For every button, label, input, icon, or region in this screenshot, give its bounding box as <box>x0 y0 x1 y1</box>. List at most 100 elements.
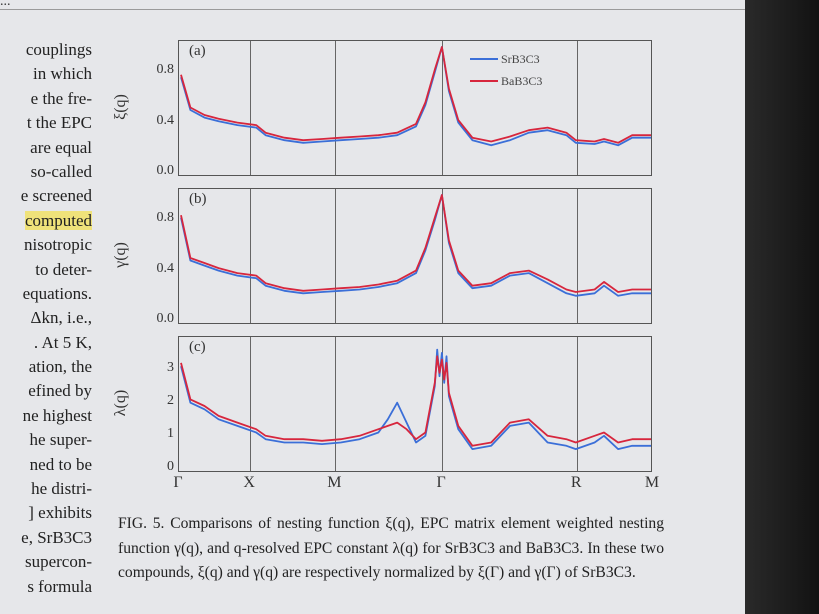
left-text-span: ] exhibits <box>28 503 92 523</box>
panel-b: (b) <box>178 188 652 324</box>
y-axis-label: λ(q) <box>112 389 130 417</box>
figure-caption: FIG. 5. Comparisons of nesting function … <box>118 515 664 581</box>
left-text-line: Δkn, i.e., <box>0 306 92 330</box>
left-text-line: ne highest <box>0 404 92 428</box>
symmetry-line <box>335 337 337 471</box>
symmetry-line <box>250 41 252 175</box>
screen-edge <box>745 0 819 614</box>
left-text-span: couplings <box>25 40 92 59</box>
left-text-line: couplings <box>0 38 92 62</box>
series-line-SrB3C3 <box>180 194 651 297</box>
left-text-span: are equal <box>30 137 92 157</box>
paper-page: ... couplings in which e the fre-t the EPC… <box>0 0 745 614</box>
symmetry-line <box>442 41 444 175</box>
symmetry-line <box>577 189 579 323</box>
left-text-span: e the fre- <box>30 88 92 108</box>
chart-svg <box>180 348 651 450</box>
left-text-line: e, SrB3C3 <box>0 526 92 550</box>
x-tick-label: X <box>243 474 255 491</box>
y-tick-label: 0 <box>167 459 174 474</box>
symmetry-line <box>577 41 579 175</box>
symmetry-line <box>577 337 579 471</box>
chart-svg <box>180 46 651 147</box>
legend-swatch-red <box>470 80 498 82</box>
left-text-span: so-called <box>30 161 92 181</box>
left-text-span: t the EPC <box>26 113 92 133</box>
left-text-line: supercon- <box>0 550 92 574</box>
left-text-span: s formula <box>27 576 92 596</box>
series-line-BaB3C3 <box>180 355 651 447</box>
series-line-SrB3C3 <box>180 348 651 450</box>
left-text-line: equations. <box>0 282 92 306</box>
left-text-line: ation, the <box>0 355 92 379</box>
left-text-span: efined by <box>28 381 92 401</box>
left-text-span: e, SrB3C3 <box>21 527 92 547</box>
panel-a: (a) <box>178 40 652 176</box>
x-tick-label: Γ <box>173 474 183 491</box>
left-text-line: to deter- <box>0 258 92 282</box>
x-tick-label: R <box>570 474 582 491</box>
y-tick-label: 0.0 <box>156 163 175 178</box>
left-text-span: ation, the <box>28 357 92 377</box>
left-text-line: computed <box>0 209 92 233</box>
legend-swatch-blue <box>470 58 498 60</box>
symmetry-line <box>250 189 252 323</box>
y-tick-label: 2 <box>167 392 174 408</box>
left-text-line: he super- <box>0 428 92 452</box>
panel-label: (b) <box>189 191 207 207</box>
panel-c: (c) <box>178 336 652 472</box>
left-text-line: are equal <box>0 136 92 160</box>
left-text-line: in which <box>0 62 92 86</box>
series-line-BaB3C3 <box>180 194 651 293</box>
left-text-line: efined by <box>0 379 92 403</box>
left-text-line: ] exhibits <box>0 501 92 525</box>
y-tick-label: 0.4 <box>156 112 175 128</box>
legend-label-srb3c3: SrB3C3 <box>501 52 540 66</box>
x-tick-label: M <box>644 474 660 491</box>
left-text-span: he distri- <box>31 479 92 499</box>
series-line-BaB3C3 <box>180 46 651 144</box>
left-text-line: s formula <box>0 575 92 599</box>
y-tick-label: 0.8 <box>156 62 175 78</box>
left-text-span: ne highest <box>22 405 92 425</box>
left-text-span: computed <box>24 210 92 230</box>
series-line-SrB3C3 <box>180 46 651 147</box>
left-text-line: e the fre- <box>0 87 92 111</box>
left-text-span: Δkn, i.e., <box>30 308 92 328</box>
symmetry-line <box>335 41 337 175</box>
legend: SrB3C3 BaB3C3 <box>470 48 542 92</box>
chart-svg <box>180 194 651 297</box>
left-text-line: ned to be <box>0 453 92 477</box>
legend-label-bab3c3: BaB3C3 <box>501 74 543 88</box>
x-tick-label: Γ <box>436 474 446 491</box>
x-tick-label: M <box>327 474 342 491</box>
left-text-span: supercon- <box>24 552 92 572</box>
symmetry-line <box>250 337 252 471</box>
left-text-line: . At 5 K, <box>0 331 92 355</box>
legend-item-srb3c3: SrB3C3 <box>470 48 542 70</box>
left-text-span: nisotropic <box>24 235 92 255</box>
symmetry-line <box>442 189 444 323</box>
symmetry-line <box>442 337 444 471</box>
left-text-span: . At 5 K, <box>33 332 92 352</box>
left-text-span: in which <box>32 64 92 84</box>
left-text-line: t the EPC <box>0 111 92 135</box>
header-dots: ... <box>0 0 11 9</box>
left-text-line: nisotropic <box>0 233 92 257</box>
left-text-span: to deter- <box>35 259 92 279</box>
y-tick-label: 1 <box>167 425 174 441</box>
y-tick-label: 0.0 <box>156 311 175 326</box>
left-text-line: e screened <box>0 184 92 208</box>
y-axis-label: γ(q) <box>111 242 129 268</box>
left-text-span: e screened <box>20 186 92 206</box>
left-text-line: he distri- <box>0 477 92 501</box>
y-tick-label: 3 <box>167 359 174 375</box>
header-rule <box>0 9 745 10</box>
panel-label: (a) <box>189 43 206 59</box>
y-tick-label: 0.8 <box>156 210 175 226</box>
panel-label: (c) <box>189 339 206 355</box>
left-text-span: he super- <box>29 430 92 450</box>
y-tick-label: 0.4 <box>156 260 175 276</box>
left-text-span: ned to be <box>29 454 92 474</box>
symmetry-line <box>335 189 337 323</box>
